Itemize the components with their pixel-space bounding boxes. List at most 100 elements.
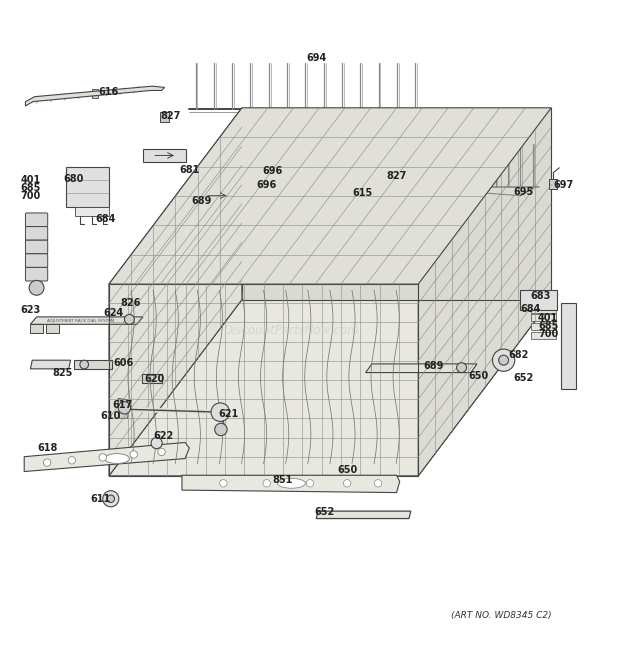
- Ellipse shape: [278, 479, 306, 488]
- Circle shape: [343, 480, 351, 487]
- Text: 624: 624: [104, 308, 124, 318]
- Text: 652: 652: [513, 373, 534, 383]
- Polygon shape: [109, 108, 551, 284]
- Text: 617: 617: [112, 400, 133, 410]
- Polygon shape: [366, 364, 477, 373]
- FancyBboxPatch shape: [25, 268, 48, 281]
- Circle shape: [43, 459, 51, 466]
- Text: 851: 851: [272, 475, 293, 485]
- Text: 606: 606: [113, 358, 133, 368]
- Polygon shape: [418, 108, 551, 476]
- Text: 827: 827: [386, 171, 407, 181]
- Polygon shape: [531, 323, 556, 330]
- Circle shape: [99, 453, 107, 461]
- Polygon shape: [531, 306, 556, 313]
- Polygon shape: [561, 303, 576, 389]
- Polygon shape: [281, 477, 384, 484]
- Text: 697: 697: [554, 180, 574, 190]
- Polygon shape: [25, 86, 165, 106]
- Polygon shape: [46, 325, 59, 333]
- Text: 683: 683: [531, 291, 551, 301]
- Circle shape: [107, 495, 115, 502]
- Circle shape: [306, 480, 314, 487]
- Polygon shape: [74, 360, 112, 369]
- Circle shape: [68, 457, 76, 464]
- Text: 623: 623: [20, 305, 40, 315]
- Polygon shape: [260, 161, 271, 168]
- Circle shape: [211, 403, 229, 422]
- Circle shape: [151, 438, 162, 449]
- Text: 615: 615: [352, 188, 373, 198]
- Polygon shape: [316, 511, 411, 519]
- FancyBboxPatch shape: [25, 227, 48, 240]
- Polygon shape: [30, 325, 43, 333]
- Circle shape: [498, 355, 508, 365]
- Circle shape: [492, 349, 515, 371]
- FancyBboxPatch shape: [25, 213, 48, 227]
- Polygon shape: [242, 108, 551, 299]
- Polygon shape: [75, 207, 109, 216]
- Circle shape: [263, 480, 270, 487]
- Polygon shape: [30, 317, 143, 325]
- Polygon shape: [66, 167, 109, 207]
- Circle shape: [219, 480, 227, 487]
- Text: 689: 689: [192, 196, 212, 206]
- Text: 650: 650: [337, 465, 357, 475]
- Text: 700: 700: [538, 329, 558, 339]
- Polygon shape: [549, 179, 557, 190]
- Text: 652: 652: [315, 508, 335, 518]
- Text: DiscountPartsNow.com: DiscountPartsNow.com: [224, 324, 359, 337]
- Circle shape: [118, 402, 131, 414]
- Circle shape: [130, 451, 138, 458]
- Ellipse shape: [105, 453, 130, 463]
- Polygon shape: [531, 332, 556, 338]
- Text: 680: 680: [63, 174, 84, 184]
- FancyBboxPatch shape: [25, 254, 48, 268]
- Text: 401: 401: [20, 175, 40, 185]
- Circle shape: [215, 423, 227, 436]
- Text: 700: 700: [20, 191, 40, 201]
- Polygon shape: [118, 399, 128, 408]
- Circle shape: [29, 280, 44, 295]
- Text: 694: 694: [306, 54, 326, 63]
- Text: 616: 616: [99, 87, 119, 97]
- Text: 618: 618: [37, 443, 57, 453]
- Circle shape: [80, 360, 89, 369]
- Text: 650: 650: [469, 371, 489, 381]
- Text: 689: 689: [423, 362, 444, 371]
- Polygon shape: [161, 112, 169, 122]
- Text: 685: 685: [20, 183, 40, 193]
- Text: 401: 401: [538, 313, 558, 323]
- Text: 827: 827: [161, 111, 181, 121]
- Text: 684: 684: [521, 304, 541, 314]
- Circle shape: [456, 363, 466, 373]
- Circle shape: [103, 490, 119, 507]
- Text: 611: 611: [91, 494, 111, 504]
- Polygon shape: [182, 475, 400, 492]
- Circle shape: [125, 315, 135, 325]
- Polygon shape: [142, 374, 162, 383]
- FancyBboxPatch shape: [25, 240, 48, 254]
- Polygon shape: [388, 171, 396, 181]
- Text: 622: 622: [153, 431, 174, 441]
- Polygon shape: [143, 149, 186, 162]
- Polygon shape: [260, 171, 271, 179]
- Text: ADJUSTMENT RACK DIAL SYSTEM: ADJUSTMENT RACK DIAL SYSTEM: [47, 319, 115, 323]
- Text: 696: 696: [257, 180, 277, 190]
- Text: 695: 695: [513, 187, 534, 197]
- Text: 681: 681: [179, 165, 200, 175]
- Text: 696: 696: [263, 166, 283, 176]
- Polygon shape: [109, 108, 242, 476]
- Circle shape: [374, 480, 382, 487]
- Text: 610: 610: [100, 411, 120, 421]
- Text: 685: 685: [538, 321, 559, 331]
- Circle shape: [158, 448, 166, 455]
- Polygon shape: [195, 190, 242, 200]
- Polygon shape: [520, 290, 557, 310]
- Polygon shape: [120, 408, 129, 418]
- Text: 621: 621: [218, 409, 239, 419]
- Text: 620: 620: [144, 374, 164, 384]
- Text: 682: 682: [508, 350, 529, 360]
- Text: 825: 825: [52, 368, 73, 377]
- Text: 826: 826: [120, 298, 141, 308]
